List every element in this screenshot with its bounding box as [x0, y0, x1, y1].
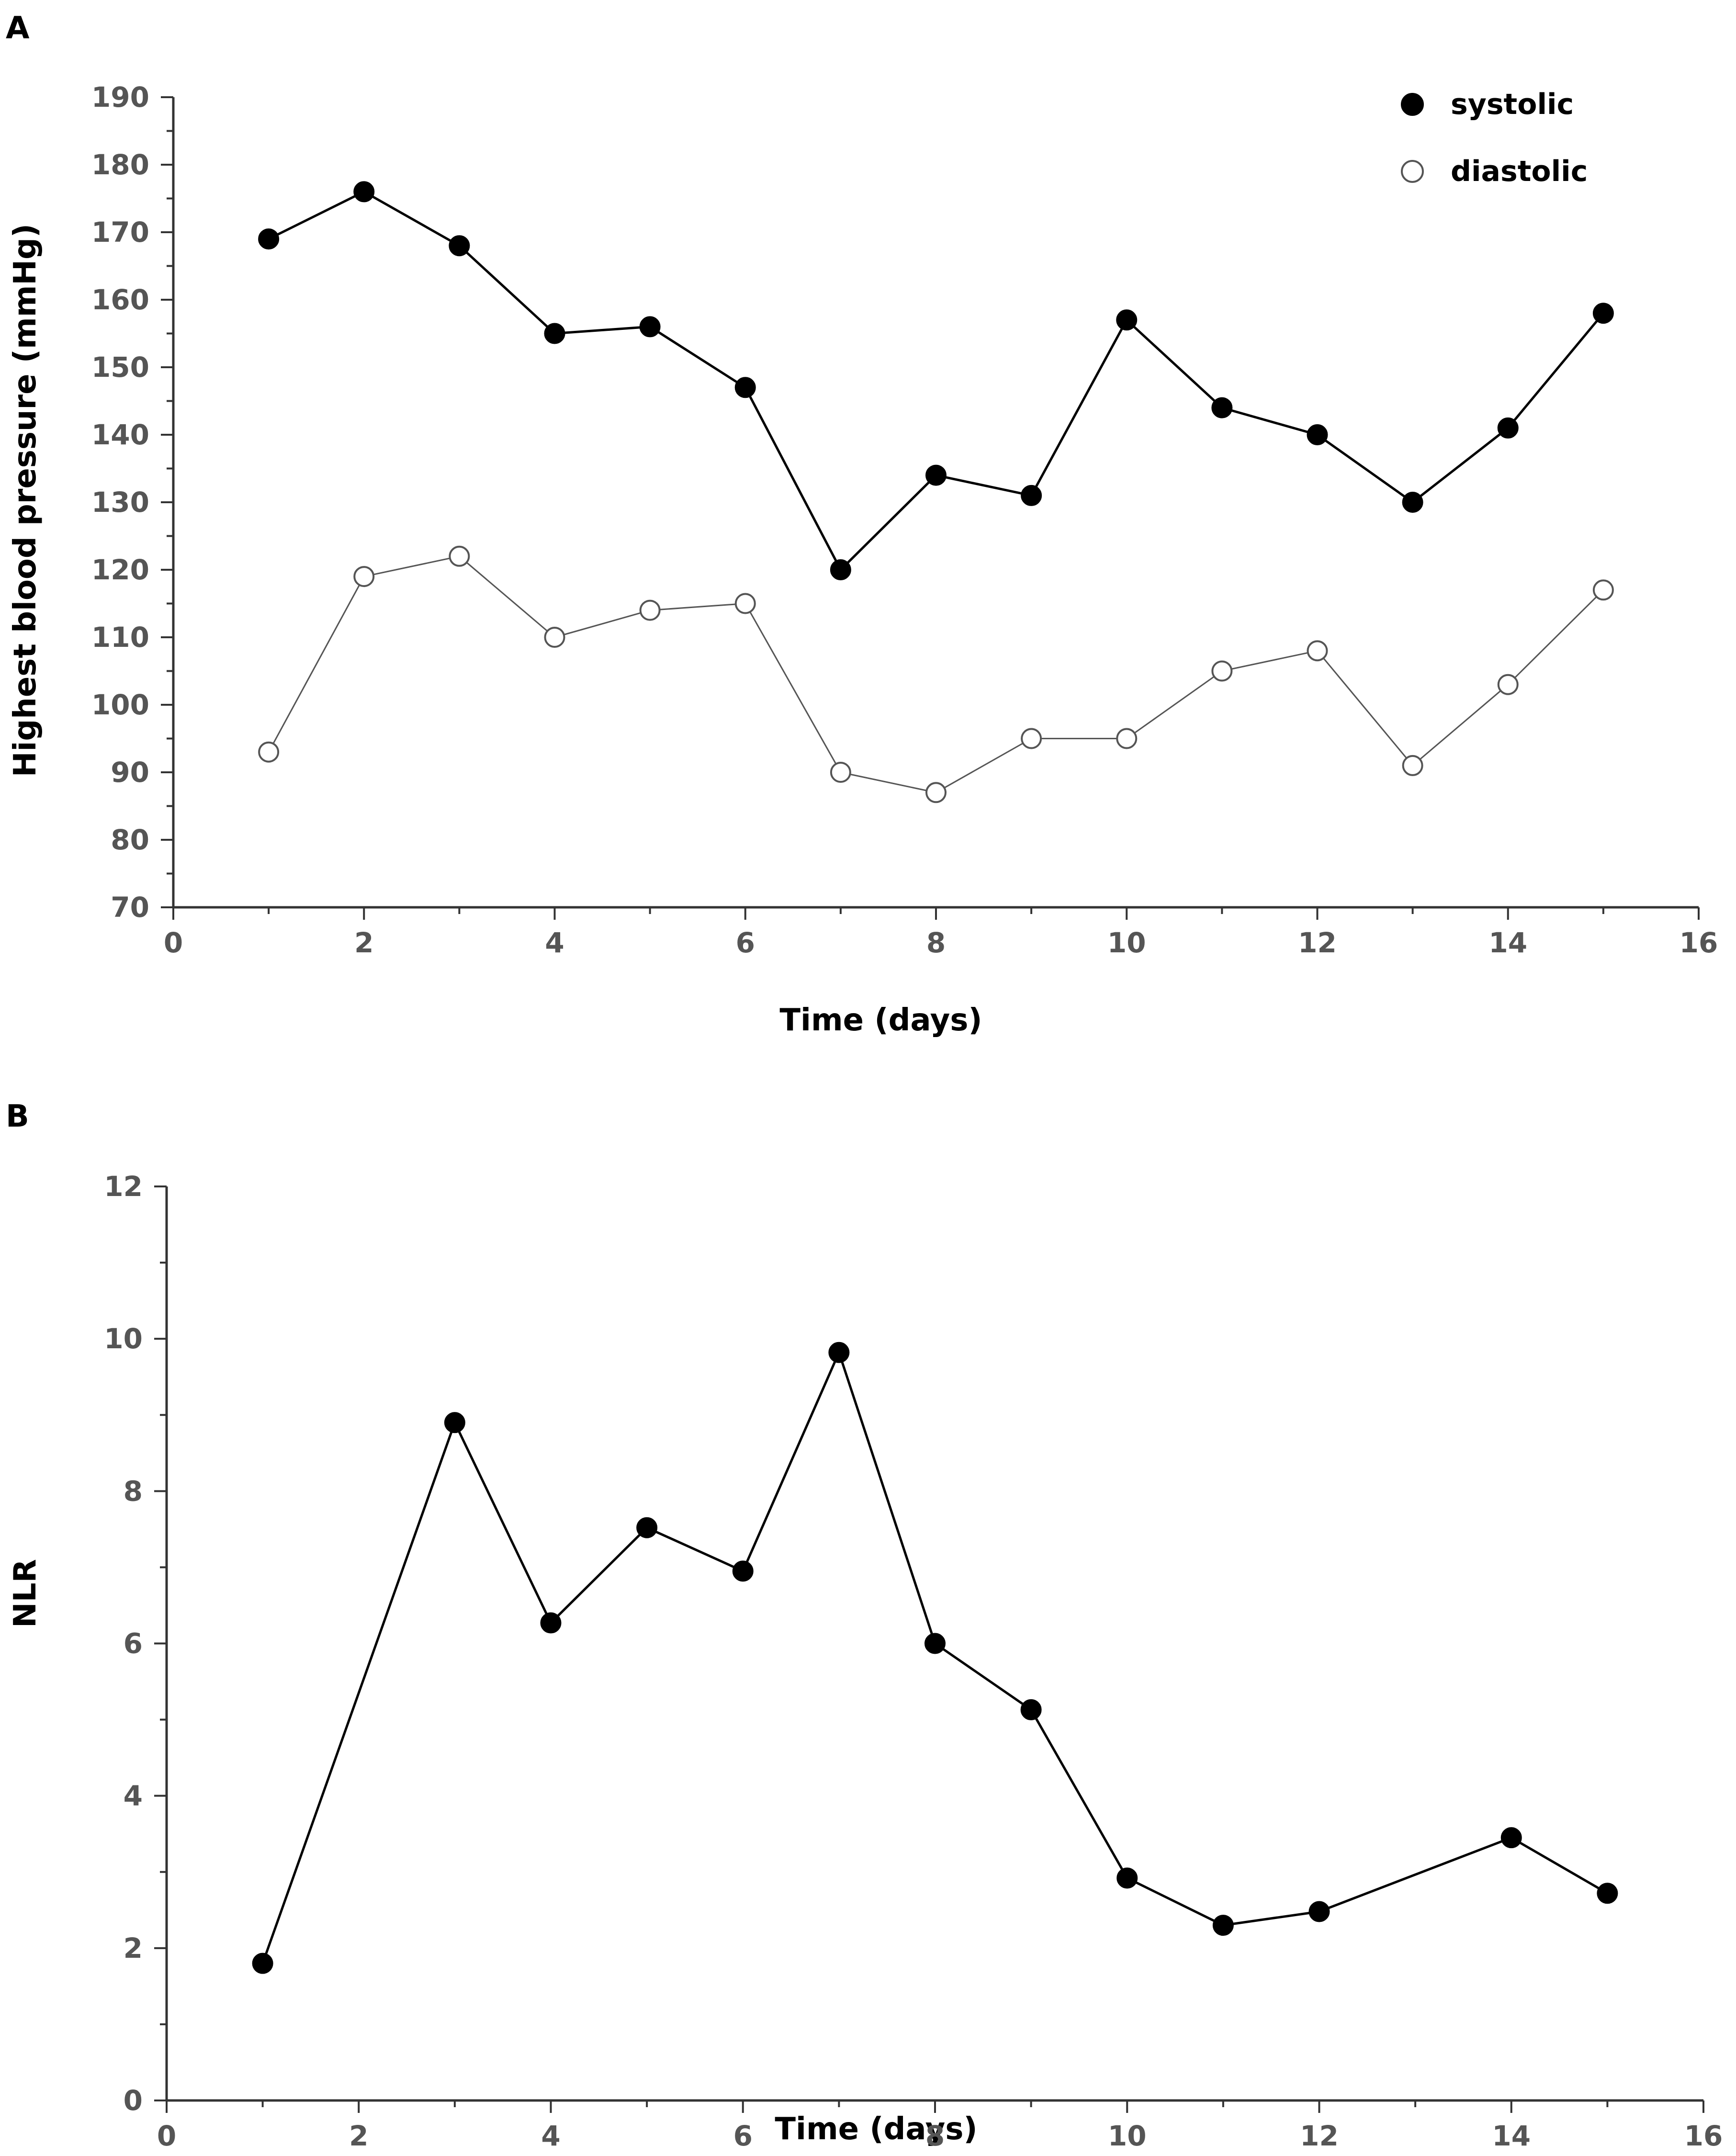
panel-a-y-tick-label: 190 [91, 81, 149, 113]
panel-a-systolic-point [258, 228, 280, 250]
panel-b-nlr-point [1020, 1699, 1042, 1720]
panel-b-y-tick-label: 2 [124, 1932, 143, 1964]
panel-a-y-tick-label: 100 [91, 689, 149, 721]
panel-b-y-tick-label: 0 [124, 2084, 143, 2117]
panel-a-y-tick-label: 130 [91, 486, 149, 519]
panel-a-systolic-point [1021, 485, 1042, 506]
panel-b-nlr-point [636, 1517, 658, 1538]
panel-b-nlr-point [1500, 1827, 1522, 1849]
panel-a-diastolic-point [734, 593, 756, 614]
panel-a-x-tick-label: 12 [1298, 926, 1337, 959]
panel-a-x-tick-label: 4 [545, 926, 564, 959]
panel-a-x-tick-label: 6 [736, 926, 755, 959]
panel-a-diastolic-point [1021, 728, 1042, 749]
panel-b-x-tick-label: 2 [349, 2120, 368, 2152]
panel-a-label: A [6, 11, 30, 46]
panel-b-x-tick-label: 0 [157, 2120, 176, 2152]
panel-b-nlr-point [540, 1612, 562, 1634]
panel-b-nlr-point [1597, 1883, 1618, 1904]
panel-a-diastolic-point [449, 545, 470, 567]
panel-a-x-tick-label: 2 [354, 926, 373, 959]
panel-b-x-tick-label: 12 [1300, 2120, 1339, 2152]
panel-b-nlr-point [444, 1412, 465, 1434]
panel-a-systolic-point [353, 181, 375, 203]
panel-a-systolic-point [1592, 303, 1614, 324]
panel-b-x-axis-title: Time (days) [775, 2111, 977, 2147]
panel-a-systolic-point [639, 316, 661, 338]
panel-b-nlr-point [1308, 1901, 1330, 1922]
panel-b-x-tick-label: 16 [1684, 2120, 1723, 2152]
panel-a-diastolic-point [1116, 728, 1138, 749]
panel-a-x-axis-title: Time (days) [779, 1003, 982, 1038]
panel-b-nlr-point [732, 1560, 754, 1582]
panel-a-systolic-point [544, 323, 565, 344]
panel-a-systolic-point [1497, 417, 1519, 439]
panel-b-x-tick-label: 8 [925, 2120, 945, 2152]
panel-a-y-tick-label: 120 [91, 553, 149, 586]
panel-b-x-tick-label: 14 [1492, 2120, 1531, 2152]
panel-b-y-tick-label: 10 [104, 1322, 143, 1355]
panel-a-x-tick-label: 10 [1107, 926, 1146, 959]
panel-a-y-tick-label: 70 [111, 891, 149, 924]
panel-a-systolic-point [1211, 397, 1233, 418]
panel-b-y-tick-label: 4 [124, 1780, 143, 1812]
panel-a-y-tick-label: 150 [91, 351, 149, 384]
panel-a-diastolic-point [1307, 640, 1328, 662]
panel-a-diastolic-point [258, 741, 280, 763]
panel-a-x-tick-label: 8 [926, 926, 946, 959]
panel-a-diastolic-point [544, 627, 565, 648]
panel-b-y-tick-label: 8 [124, 1475, 143, 1507]
panel-b-nlr-point [1116, 1867, 1138, 1889]
panel-a-diastolic-point [353, 566, 375, 587]
panel-a-y-tick-label: 170 [91, 216, 149, 248]
panel-a-y-tick-label: 140 [91, 418, 149, 451]
legend-diastolic-label: diastolic [1451, 155, 1588, 188]
panel-a-y-tick-label: 160 [91, 283, 149, 316]
panel-b-nlr-point [252, 1953, 273, 1974]
panel-a-systolic-point [925, 464, 947, 486]
panel-a-x-tick-label: 0 [164, 926, 183, 959]
panel-b-y-axis-title: NLR [8, 1559, 43, 1628]
panel-a-chart: A Highest blood pressure (mmHg) Time (da… [6, 11, 1718, 1038]
panel-a-diastolic-point [1592, 579, 1614, 601]
legend-diastolic-marker [1401, 160, 1424, 183]
panel-a-legend: systolic diastolic [1401, 88, 1588, 188]
panel-b-label: B [6, 1099, 29, 1134]
panel-a-y-axis-title: Highest blood pressure (mmHg) [8, 224, 43, 777]
panel-a-systolic-point [1116, 309, 1138, 331]
panel-b-x-tick-label: 10 [1108, 2120, 1147, 2152]
panel-b-x-tick-label: 4 [541, 2120, 560, 2152]
panel-a-diastolic-point [1211, 660, 1233, 682]
panel-a-systolic-point [830, 559, 851, 580]
panel-a-systolic-point [1307, 424, 1328, 445]
panel-a-y-tick-label: 80 [111, 824, 149, 856]
legend-systolic-marker [1401, 93, 1424, 116]
panel-b-nlr-point [828, 1342, 850, 1363]
panel-b-x-tick-label: 6 [733, 2120, 753, 2152]
panel-b-y-tick-label: 12 [104, 1170, 143, 1203]
panel-a-y-tick-label: 110 [91, 621, 149, 654]
panel-a-y-tick-label: 90 [111, 756, 149, 789]
panel-b-nlr-point [1212, 1915, 1234, 1936]
panel-a-diastolic-point [925, 782, 947, 803]
panel-a-systolic-point [449, 235, 470, 257]
legend-systolic-label: systolic [1451, 88, 1574, 121]
panel-b-nlr-point [924, 1633, 946, 1654]
panel-a-diastolic-point [1402, 755, 1423, 776]
panel-a-systolic-point [734, 377, 756, 398]
panel-a-diastolic-point [639, 599, 661, 621]
panel-a-diastolic-point [1497, 674, 1519, 695]
panel-b-chart: B NLR Time (days) 0 2 4 6 8 10 12 0 2 4 6 8 10 12 14 16 [6, 1099, 1723, 2152]
panel-a-x-tick-label: 14 [1488, 926, 1527, 959]
panel-b-y-tick-label: 6 [124, 1627, 143, 1660]
panel-a-diastolic-point [830, 762, 851, 783]
panel-a-systolic-point [1402, 492, 1423, 513]
panel-a-y-tick-label: 180 [91, 148, 149, 181]
panel-a-x-tick-label: 16 [1680, 926, 1718, 959]
